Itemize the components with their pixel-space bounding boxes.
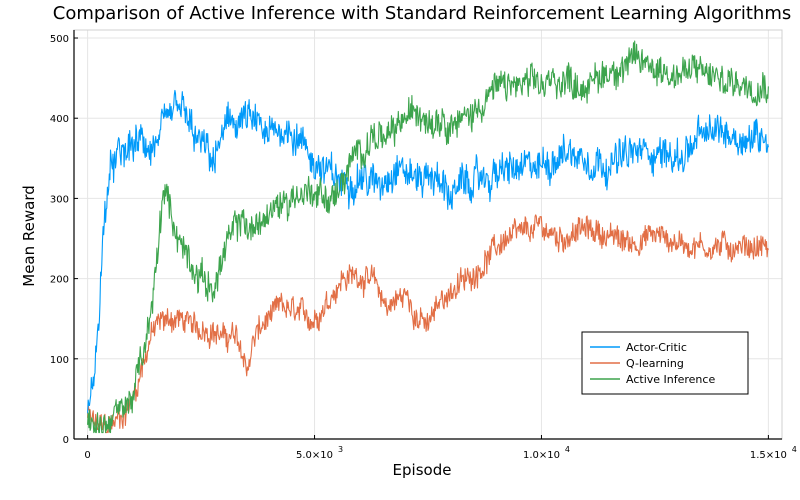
y-tick-label: 0 <box>63 435 69 446</box>
series-line-0 <box>87 89 769 414</box>
x-tick-label-group: 5.0×10 3 <box>296 445 343 461</box>
x-ticks: 0 5.0×10 3 1.0×10 4 1.5×10 4 <box>84 435 797 461</box>
x-tick-label: 1.5×10 <box>750 450 787 461</box>
chart-title: Comparison of Active Inference with Stan… <box>53 3 792 24</box>
axes <box>73 29 783 440</box>
x-tick-label-group: 1.0×10 4 <box>523 445 570 461</box>
y-tick-label: 100 <box>50 355 69 366</box>
x-axis-label: Episode <box>393 461 452 479</box>
legend-label-1: Q-learning <box>626 357 684 370</box>
y-tick-label: 400 <box>50 114 69 125</box>
y-axis-label: Mean Reward <box>20 185 38 287</box>
series-line-2 <box>87 40 769 434</box>
legend-label-2: Active Inference <box>626 373 715 386</box>
x-tick-label-group: 0 <box>84 450 90 461</box>
y-tick-label: 200 <box>50 275 69 286</box>
x-tick-label: 0 <box>84 450 90 461</box>
y-tick-label: 300 <box>50 194 69 205</box>
x-tick-label-group: 1.5×10 4 <box>750 445 797 461</box>
legend-label-0: Actor-Critic <box>626 341 687 354</box>
series-layer <box>87 40 769 434</box>
x-tick-exponent: 4 <box>792 445 797 454</box>
legend: Actor-Critic Q-learning Active Inference <box>581 331 749 395</box>
x-tick-exponent: 4 <box>565 445 570 454</box>
y-ticks: 0 100 200 300 400 500 <box>50 34 78 446</box>
x-tick-label: 1.0×10 <box>523 450 560 461</box>
y-tick-label: 500 <box>50 34 69 45</box>
series-line-1 <box>87 214 769 434</box>
x-tick-exponent: 3 <box>338 445 343 454</box>
x-tick-label: 5.0×10 <box>296 450 333 461</box>
